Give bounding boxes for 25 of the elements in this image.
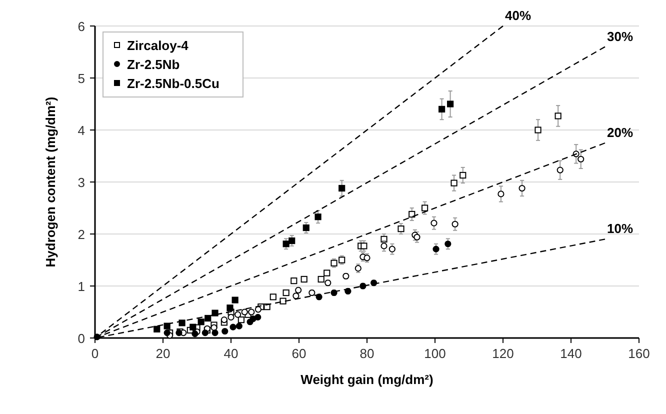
x-tick-label: 160 bbox=[628, 346, 650, 361]
x-tick-label: 140 bbox=[560, 346, 582, 361]
y-tick-label: 4 bbox=[78, 123, 85, 138]
series-label: 10% bbox=[607, 221, 634, 236]
y-tick-label: 2 bbox=[78, 227, 85, 242]
series-label: 30% bbox=[607, 28, 634, 44]
x-tick-label: 60 bbox=[292, 346, 306, 361]
y-tick-label: 5 bbox=[78, 71, 85, 86]
legend-label: Zr-2.5Nb-0.5Cu bbox=[127, 76, 220, 91]
x-tick-label: 80 bbox=[360, 346, 374, 361]
x-tick-label: 20 bbox=[156, 346, 170, 361]
y-tick-label: 1 bbox=[78, 279, 85, 294]
series-label: 20% bbox=[607, 125, 634, 140]
x-tick-label: 100 bbox=[424, 346, 446, 361]
legend-label: Zircaloy-4 bbox=[127, 38, 190, 53]
y-tick-label: 3 bbox=[78, 175, 85, 190]
y-tick-label: 6 bbox=[78, 19, 85, 34]
series-label: 40% bbox=[505, 8, 532, 23]
y-axis-title: Hydrogen content (mg/dm²) bbox=[43, 96, 58, 268]
x-axis-title: Weight gain (mg/dm²) bbox=[300, 372, 434, 387]
x-tick-label: 120 bbox=[492, 346, 514, 361]
x-tick-label: 0 bbox=[91, 346, 99, 361]
legend-label: Zr-2.5Nb bbox=[127, 57, 180, 72]
x-tick-label: 40 bbox=[224, 346, 238, 361]
y-tick-label: 0 bbox=[78, 331, 85, 346]
